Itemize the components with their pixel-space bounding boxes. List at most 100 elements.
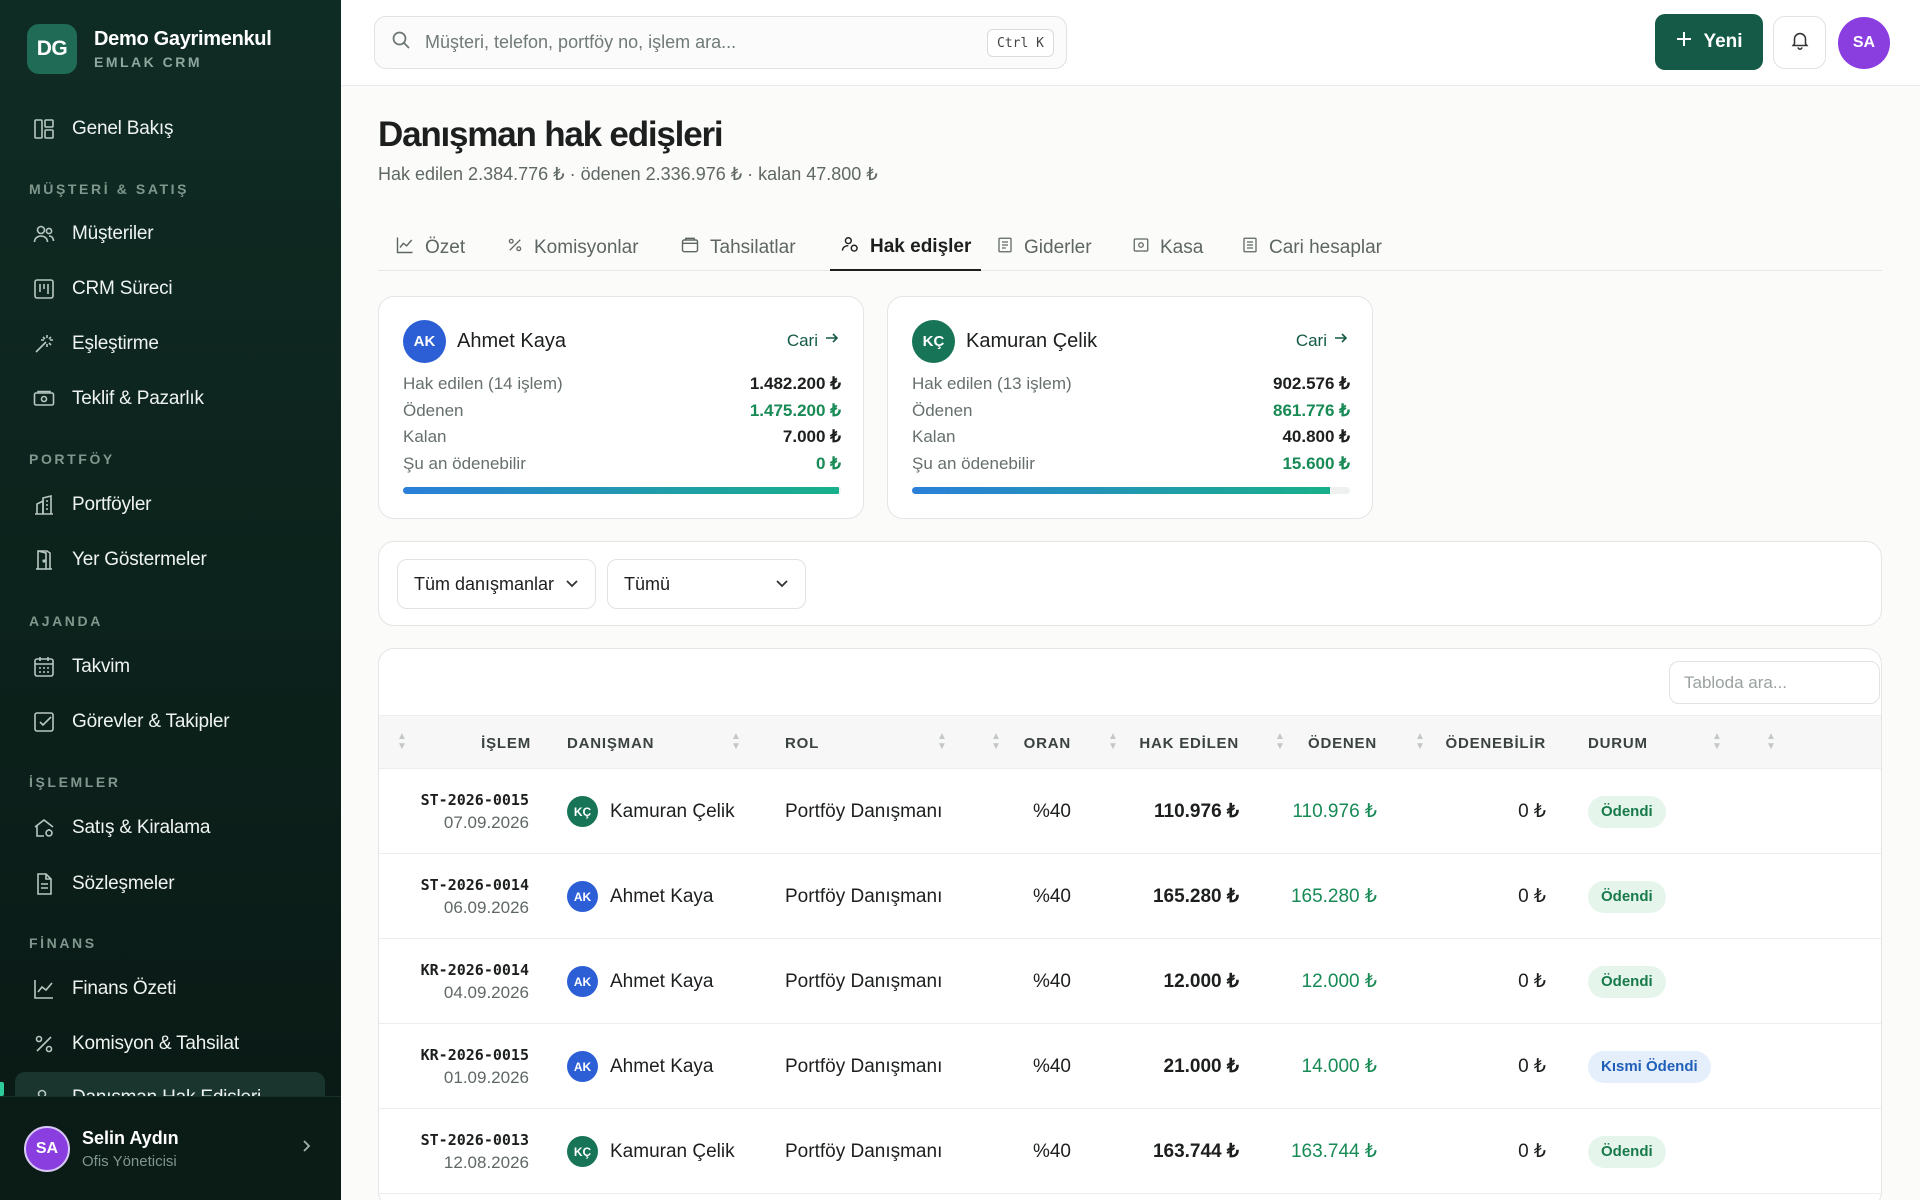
advisor-card: KÇ Kamuran Çelik Cari Hak edilen (13 işl… <box>887 296 1373 519</box>
transaction-code[interactable]: KR-2026-0014 <box>420 960 529 979</box>
transaction-date: 04.09.2026 <box>443 982 529 1002</box>
transaction-cell: KR-2026-0015 01.09.2026 <box>379 1024 529 1109</box>
chevron-right-icon[interactable] <box>299 1139 313 1158</box>
sidebar-item-tasks[interactable]: Görevler & Takipler <box>15 696 325 748</box>
col-status[interactable]: DURUM <box>1588 734 1648 752</box>
tab-collections[interactable]: Tahsilatlar <box>670 224 806 271</box>
wallet-icon <box>680 235 700 261</box>
tab-label: Komisyonlar <box>534 236 639 258</box>
table-row[interactable]: ST-2026-0014 06.09.2026 AK Ahmet Kaya Po… <box>379 854 1881 939</box>
sidebar-item-crm[interactable]: CRM Süreci <box>15 263 325 315</box>
table-row[interactable]: KR-2026-0014 04.09.2026 AK Ahmet Kaya Po… <box>379 939 1881 1024</box>
shortcut-hint: Ctrl K <box>987 29 1054 57</box>
payable-value: 15.600 ₺ <box>1282 454 1350 473</box>
avatar[interactable]: SA <box>1838 17 1890 69</box>
status-badge: Ödendi <box>1588 795 1666 828</box>
role-cell: Portföy Danışmanı <box>785 885 943 907</box>
table-row[interactable]: ST-2026-0013 12.08.2026 KÇ Kamuran Çelik… <box>379 1109 1881 1194</box>
table-search-input[interactable]: Tabloda ara... <box>1669 661 1880 704</box>
payments-table: Tabloda ara... ▲ ▼ İŞLEM DANIŞMAN ▲ ▼ ROL … <box>378 648 1882 1200</box>
payable-cell: 0 ₺ <box>1518 1141 1546 1162</box>
paid-value: 861.776 ₺ <box>1273 401 1350 420</box>
sidebar-item-showings[interactable]: Yer Göstermeler <box>15 534 325 586</box>
col-payable[interactable]: ÖDENEBİLİR <box>1445 734 1546 752</box>
safe-icon <box>1132 236 1150 260</box>
sort-icon[interactable]: ▲ ▼ <box>731 731 741 752</box>
sidebar-user[interactable]: SA Selin Aydın Ofis Yöneticisi <box>0 1096 341 1200</box>
avatar: KÇ <box>567 796 598 827</box>
sidebar-item-calendar[interactable]: Takvim <box>15 641 325 693</box>
advisor-filter-select[interactable]: Tüm danışmanlar <box>397 559 596 609</box>
col-earned[interactable]: HAK EDİLEN <box>1139 734 1239 752</box>
col-rate[interactable]: ORAN <box>1023 734 1071 752</box>
sidebar-item-finance-summary[interactable]: Finans Özeti <box>15 963 325 1015</box>
sidebar-item-label: Satış & Kiralama <box>72 817 211 838</box>
percent-icon <box>31 1031 57 1057</box>
sidebar-item-portfolios[interactable]: Portföyler <box>15 479 325 531</box>
tab-summary[interactable]: Özet <box>385 224 475 271</box>
tab-expenses[interactable]: Giderler <box>986 224 1102 271</box>
arrow-right-icon <box>824 330 840 351</box>
link-label: Cari <box>786 330 818 350</box>
avatar: AK <box>567 1051 598 1082</box>
sidebar-item-commission[interactable]: Komisyon & Tahsilat <box>15 1018 325 1070</box>
current-account-link[interactable]: Cari <box>787 330 840 351</box>
chevron-down-icon <box>775 574 789 595</box>
sort-icon[interactable]: ▲ ▼ <box>937 731 947 752</box>
status-badge: Ödendi <box>1588 1135 1666 1168</box>
transaction-code[interactable]: KR-2026-0015 <box>420 1045 529 1064</box>
global-search[interactable]: Müşteri, telefon, portföy no, işlem ara.… <box>374 16 1067 69</box>
payable-value: 0 ₺ <box>816 454 841 473</box>
advisor-name: Kamuran Çelik <box>966 330 1098 352</box>
chevron-down-icon <box>565 574 579 595</box>
sidebar-item-sales-rental[interactable]: Satış & Kiralama <box>15 802 325 854</box>
table-row[interactable]: KR-2026-0015 01.09.2026 AK Ahmet Kaya Po… <box>379 1024 1881 1109</box>
sidebar-item-overview[interactable]: Genel Bakış <box>15 103 325 155</box>
sort-icon[interactable]: ▲ ▼ <box>1415 731 1425 752</box>
sort-icon[interactable]: ▲ ▼ <box>1766 731 1776 752</box>
tab-commissions[interactable]: Komisyonlar <box>496 224 649 271</box>
topbar: Müşteri, telefon, portföy no, işlem ara.… <box>341 0 1920 86</box>
earned-label: Hak edilen (14 işlem) <box>403 374 563 393</box>
sidebar-item-label: CRM Süreci <box>72 278 173 299</box>
user-coin-icon <box>840 234 860 260</box>
paid-label: Ödenen <box>912 401 973 420</box>
tab-cash[interactable]: Kasa <box>1122 224 1213 271</box>
col-paid[interactable]: ÖDENEN <box>1308 734 1377 752</box>
tab-current-accounts[interactable]: Cari hesaplar <box>1231 224 1392 271</box>
sort-icon[interactable]: ▲ ▼ <box>397 731 407 752</box>
sidebar-item-offer[interactable]: Teklif & Pazarlık <box>15 373 325 425</box>
earned-value: 902.576 ₺ <box>1273 374 1350 393</box>
earned-cell: 21.000 ₺ <box>1163 1056 1239 1077</box>
earned-row: Hak edilen (13 işlem) 902.576 ₺ <box>912 374 1350 394</box>
current-account-link[interactable]: Cari <box>1296 330 1349 351</box>
sidebar: DG Demo Gayrimenkul EMLAK CRM Genel Bakı… <box>0 0 341 1200</box>
search-input[interactable]: Müşteri, telefon, portföy no, işlem ara.… <box>425 32 737 52</box>
sort-icon[interactable]: ▲ ▼ <box>1108 731 1118 752</box>
new-button[interactable]: Yeni <box>1655 14 1763 70</box>
col-advisor[interactable]: DANIŞMAN <box>567 734 655 752</box>
sidebar-item-matching[interactable]: Eşleştirme <box>15 318 325 370</box>
payable-row: Şu an ödenebilir 15.600 ₺ <box>912 454 1350 474</box>
ledger-icon <box>1241 236 1259 260</box>
col-role[interactable]: ROL <box>785 734 820 752</box>
sidebar-item-contracts[interactable]: Sözleşmeler <box>15 858 325 910</box>
transaction-code[interactable]: ST-2026-0013 <box>420 1130 529 1149</box>
payable-label: Şu an ödenebilir <box>403 454 526 473</box>
transaction-code[interactable]: ST-2026-0014 <box>420 875 529 894</box>
transaction-code[interactable]: ST-2026-0015 <box>420 790 529 809</box>
brand[interactable]: DG Demo Gayrimenkul EMLAK CRM <box>27 24 272 74</box>
status-filter-select[interactable]: Tümü <box>607 559 806 609</box>
sort-icon[interactable]: ▲ ▼ <box>1275 731 1285 752</box>
active-indicator <box>0 1082 4 1096</box>
avatar: SA <box>24 1125 70 1172</box>
notifications-button[interactable] <box>1773 16 1826 69</box>
table-row[interactable]: ST-2026-0015 07.09.2026 KÇ Kamuran Çelik… <box>379 769 1881 854</box>
sort-icon[interactable]: ▲ ▼ <box>1712 731 1722 752</box>
sidebar-item-customers[interactable]: Müşteriler <box>15 208 325 260</box>
tab-advisor-payments[interactable]: Hak edişler <box>830 224 982 271</box>
sort-icon[interactable]: ▲ ▼ <box>991 731 1001 752</box>
advisor-cell: KÇ Kamuran Çelik <box>567 769 735 854</box>
col-transaction[interactable]: İŞLEM <box>481 734 531 752</box>
rate-cell: %40 <box>1032 1055 1071 1077</box>
